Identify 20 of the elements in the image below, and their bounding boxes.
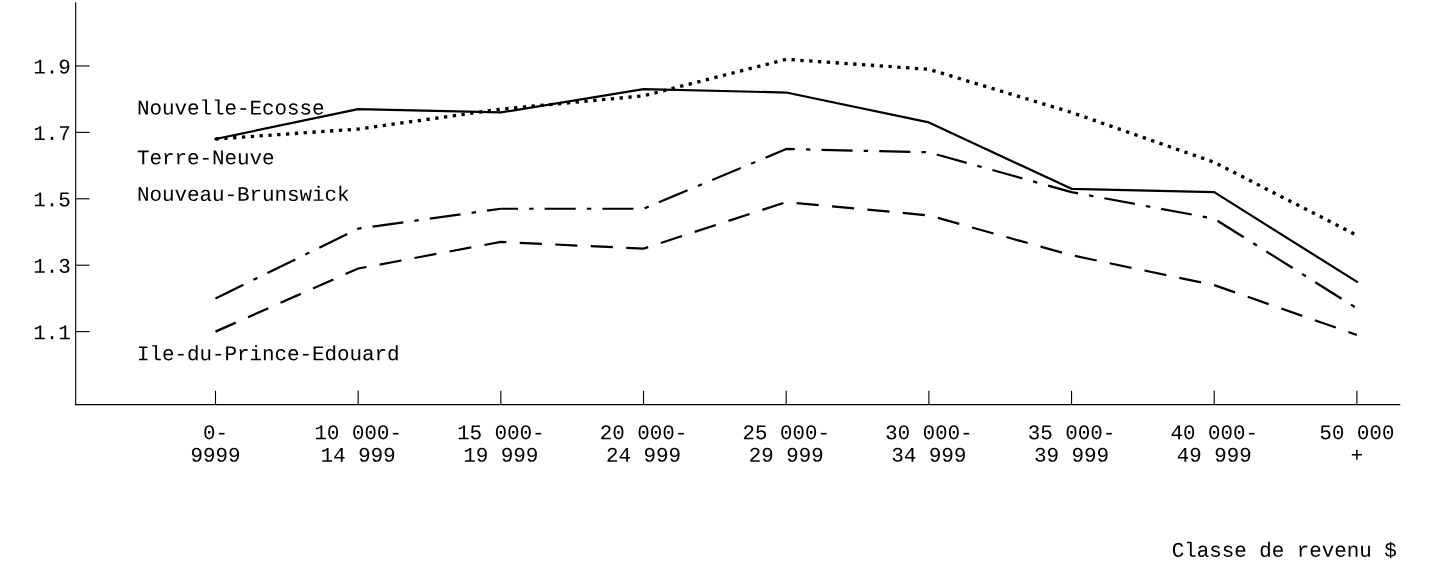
y-tick-label: 1.7 xyxy=(34,126,70,140)
line-series xyxy=(214,201,1359,337)
x-tick-label: 35 000- 39 999 xyxy=(1029,425,1112,462)
y-tick-label: 1.3 xyxy=(34,258,70,273)
x-axis-title: Classe de revenu $ xyxy=(1172,541,1396,559)
x-tick-label: 50 000 + xyxy=(1320,425,1394,460)
x-tick-label: 40 000- 49 999 xyxy=(1171,425,1255,462)
x-tick-label: 30 000- 34 999 xyxy=(886,425,970,462)
x-tick-label: 0- 9999 xyxy=(191,425,240,462)
x-tick-label: 15 000- 19 999 xyxy=(458,425,542,462)
y-tick-label: 1.1 xyxy=(34,325,70,340)
x-tick-label: 10 000- 14 999 xyxy=(315,425,399,462)
y-tick-label: 1.9 xyxy=(34,59,70,74)
y-tick-label: 1.5 xyxy=(34,192,70,207)
series-label: Ile-du-Prince-Edouard xyxy=(139,345,398,361)
x-tick-label: 20 000- 24 999 xyxy=(601,425,684,462)
series-label: Nouvelle-Ecosse xyxy=(138,99,324,115)
series-label: Nouveau-Brunswick xyxy=(138,185,349,202)
series-label: Terre-Neuve xyxy=(137,150,274,165)
x-tick-label: 25 000- 29 999 xyxy=(743,425,827,462)
